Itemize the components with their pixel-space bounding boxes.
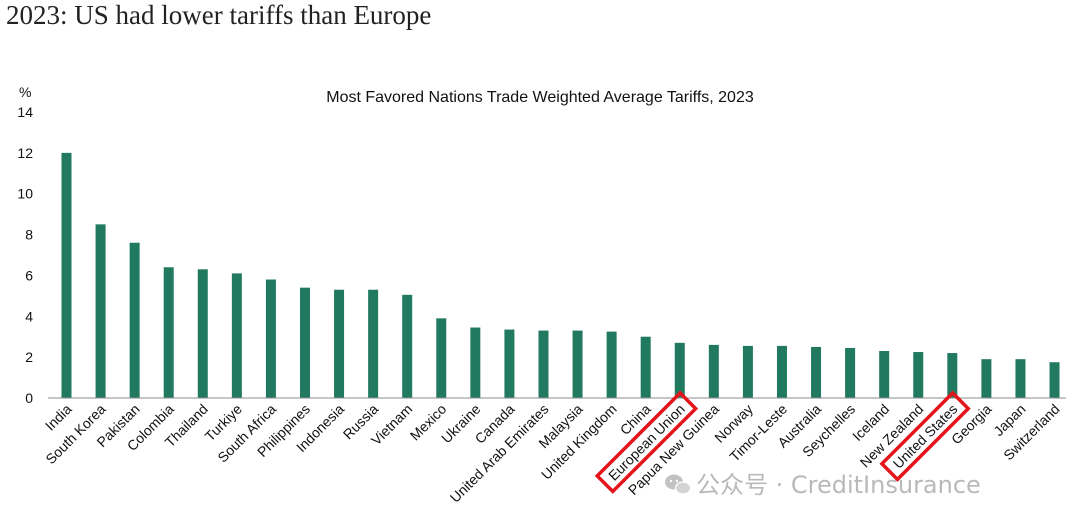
bar <box>606 331 617 398</box>
y-tick-label: 4 <box>25 308 33 324</box>
bar <box>504 329 515 398</box>
watermark: 公众号 · CreditInsurance <box>665 471 981 499</box>
bar <box>572 330 583 398</box>
y-tick-label: 12 <box>17 145 33 161</box>
bar <box>1015 359 1026 398</box>
y-tick-label: 10 <box>17 186 33 202</box>
bar <box>368 289 379 398</box>
bar <box>197 269 208 398</box>
bar <box>947 353 958 398</box>
y-axis-unit-label: % <box>19 84 31 100</box>
bar <box>640 336 651 398</box>
bar <box>776 345 787 398</box>
page-headline: 2023: US had lower tariffs than Europe <box>6 0 432 30</box>
y-tick-label: 14 <box>17 104 33 120</box>
watermark-text: 公众号 · CreditInsurance <box>696 471 981 499</box>
bar <box>61 152 72 398</box>
bar <box>708 344 719 398</box>
bar <box>845 347 856 398</box>
bar <box>879 351 890 398</box>
chart-title: Most Favored Nations Trade Weighted Aver… <box>326 89 754 106</box>
bar <box>299 287 310 398</box>
wechat-logo-icon <box>665 474 692 495</box>
bar <box>538 330 549 398</box>
bar <box>265 279 276 398</box>
y-tick-label: 8 <box>25 227 33 243</box>
y-tick-label: 0 <box>25 390 33 406</box>
bar <box>913 352 924 398</box>
y-tick-label: 6 <box>25 267 33 283</box>
highlight-boxes <box>594 390 971 494</box>
highlight-box <box>594 390 699 494</box>
bar <box>981 359 992 398</box>
bar <box>129 242 140 398</box>
bar <box>95 224 106 398</box>
bar <box>674 342 685 398</box>
y-axis-ticks: 0 2 4 6 8 10 12 14 <box>17 104 33 406</box>
bar <box>1049 362 1060 398</box>
bar <box>402 294 413 398</box>
highlight-box <box>879 390 971 482</box>
bar <box>742 345 753 398</box>
bar <box>470 327 481 398</box>
bar <box>231 273 242 398</box>
bar <box>163 267 174 398</box>
bar <box>436 318 447 398</box>
bar <box>811 346 822 398</box>
bars-group <box>61 152 1060 398</box>
bar <box>334 289 345 398</box>
y-tick-label: 2 <box>25 349 33 365</box>
